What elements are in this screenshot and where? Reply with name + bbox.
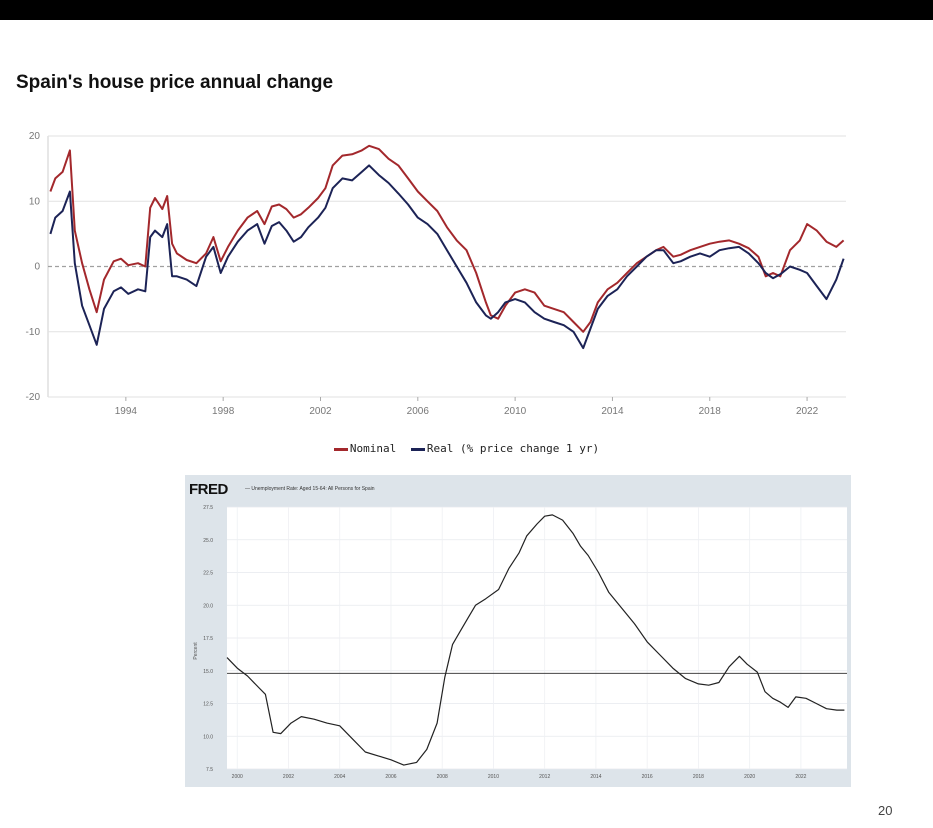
x-tick-label: 2014 — [590, 774, 601, 780]
unemployment-line — [226, 514, 845, 766]
x-tick-label: 2016 — [642, 774, 653, 780]
unemployment-x-ticks: 2000 2002 2004 2006 2008 2010 2012 2014 2016 2018… — [232, 774, 807, 780]
y-tick-label: 17.5 — [203, 636, 213, 642]
x-tick-label: 2020 — [744, 774, 755, 780]
x-tick-label: 2002 — [283, 774, 294, 780]
page-number: 20 — [878, 803, 893, 818]
x-tick-label: 2012 — [539, 774, 550, 780]
x-tick-label: 2018 — [693, 774, 704, 780]
top-black-bar — [0, 0, 933, 20]
x-tick-label: 2008 — [437, 774, 448, 780]
house-price-series — [49, 144, 845, 350]
house-price-grid — [47, 135, 846, 398]
x-tick-label: 2004 — [334, 774, 345, 780]
y-tick-label: 10.0 — [203, 734, 213, 740]
x-tick-label: 2002 — [309, 406, 332, 417]
x-tick-label: 2010 — [488, 774, 499, 780]
x-tick-label: 2010 — [504, 406, 527, 417]
y-tick-label: -10 — [26, 327, 41, 338]
unemployment-chart: 27.5 25.0 22.5 20.0 17.5 15.0 12.5 10.0 7.5 2000… — [193, 505, 847, 780]
y-tick-label: 22.5 — [203, 571, 213, 577]
x-tick-label: 2000 — [232, 774, 243, 780]
chart-title: Spain's house price annual change — [16, 72, 334, 93]
y-tick-label: 20.0 — [203, 603, 213, 609]
y-tick-label: 20 — [29, 131, 41, 142]
x-tick-label: 2006 — [407, 406, 430, 417]
house-price-y-ticks: 20 10 0 -10 -20 — [26, 131, 41, 403]
x-tick-label: 1998 — [212, 406, 235, 417]
unemployment-y-label: Percent — [193, 642, 199, 660]
unemployment-y-ticks: 27.5 25.0 22.5 20.0 17.5 15.0 12.5 10.0 7.5 — [203, 505, 213, 773]
house-price-legend: Nominal Real (% price change 1 yr) — [0, 442, 933, 455]
fred-unemployment-panel: FRED — Unemployment Rate: Aged 15-64: Al… — [185, 475, 851, 787]
x-tick-label: 1994 — [115, 406, 138, 417]
x-tick-label: 2022 — [796, 406, 819, 417]
y-tick-label: 27.5 — [203, 505, 213, 511]
series-line-nominal — [49, 144, 845, 333]
y-tick-label: -20 — [26, 392, 41, 403]
fred-series-title: — Unemployment Rate: Aged 15-64: All Per… — [245, 486, 375, 492]
unemployment-series — [226, 514, 845, 766]
y-tick-label: 12.5 — [203, 702, 213, 708]
legend-label-real: Real (% price change 1 yr) — [426, 442, 600, 455]
unemployment-grid — [227, 506, 847, 770]
legend-item-nominal: Nominal — [333, 442, 397, 455]
y-tick-label: 7.5 — [206, 767, 213, 773]
house-price-x-ticks: 1994 1998 2002 2006 2010 2014 2018 2022 — [115, 397, 819, 417]
y-tick-label: 0 — [34, 262, 40, 273]
legend-label-nominal: Nominal — [349, 442, 397, 455]
x-tick-label: 2022 — [795, 774, 806, 780]
x-tick-label: 2006 — [385, 774, 396, 780]
x-tick-label: 2018 — [699, 406, 722, 417]
y-tick-label: 15.0 — [203, 669, 213, 675]
x-tick-label: 2014 — [601, 406, 624, 417]
y-tick-label: 10 — [29, 196, 41, 207]
series-line-real — [49, 164, 845, 350]
legend-item-real: Real (% price change 1 yr) — [410, 442, 600, 455]
fred-logo: FRED — [189, 481, 228, 498]
y-tick-label: 25.0 — [203, 538, 213, 544]
